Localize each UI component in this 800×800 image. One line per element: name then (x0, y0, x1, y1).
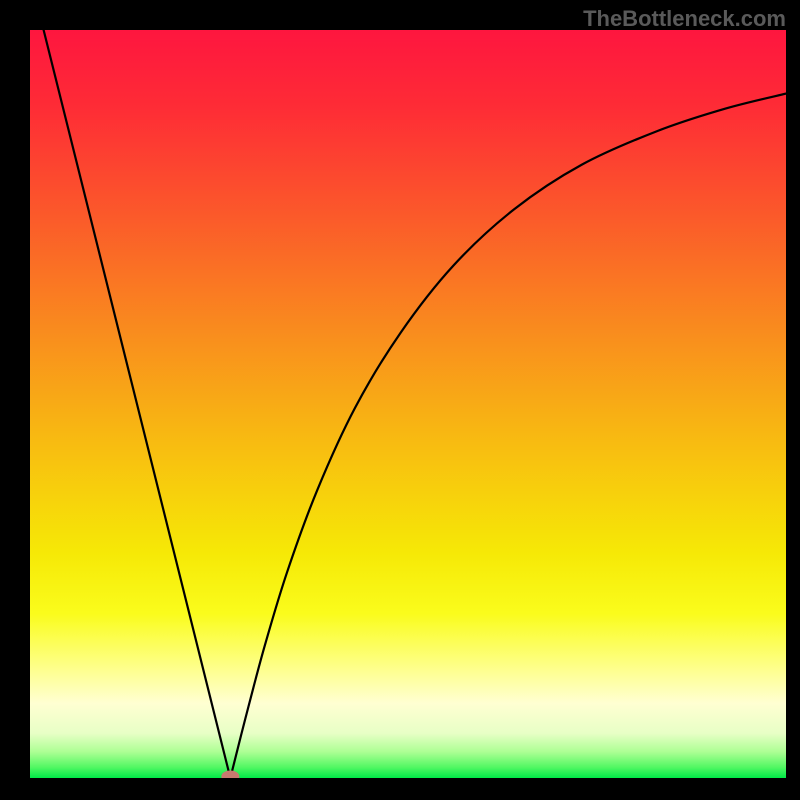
chart-svg (30, 30, 786, 778)
plot-area (30, 30, 786, 778)
chart-container: TheBottleneck.com (0, 0, 800, 800)
gradient-background (30, 30, 786, 778)
source-watermark: TheBottleneck.com (583, 6, 786, 32)
